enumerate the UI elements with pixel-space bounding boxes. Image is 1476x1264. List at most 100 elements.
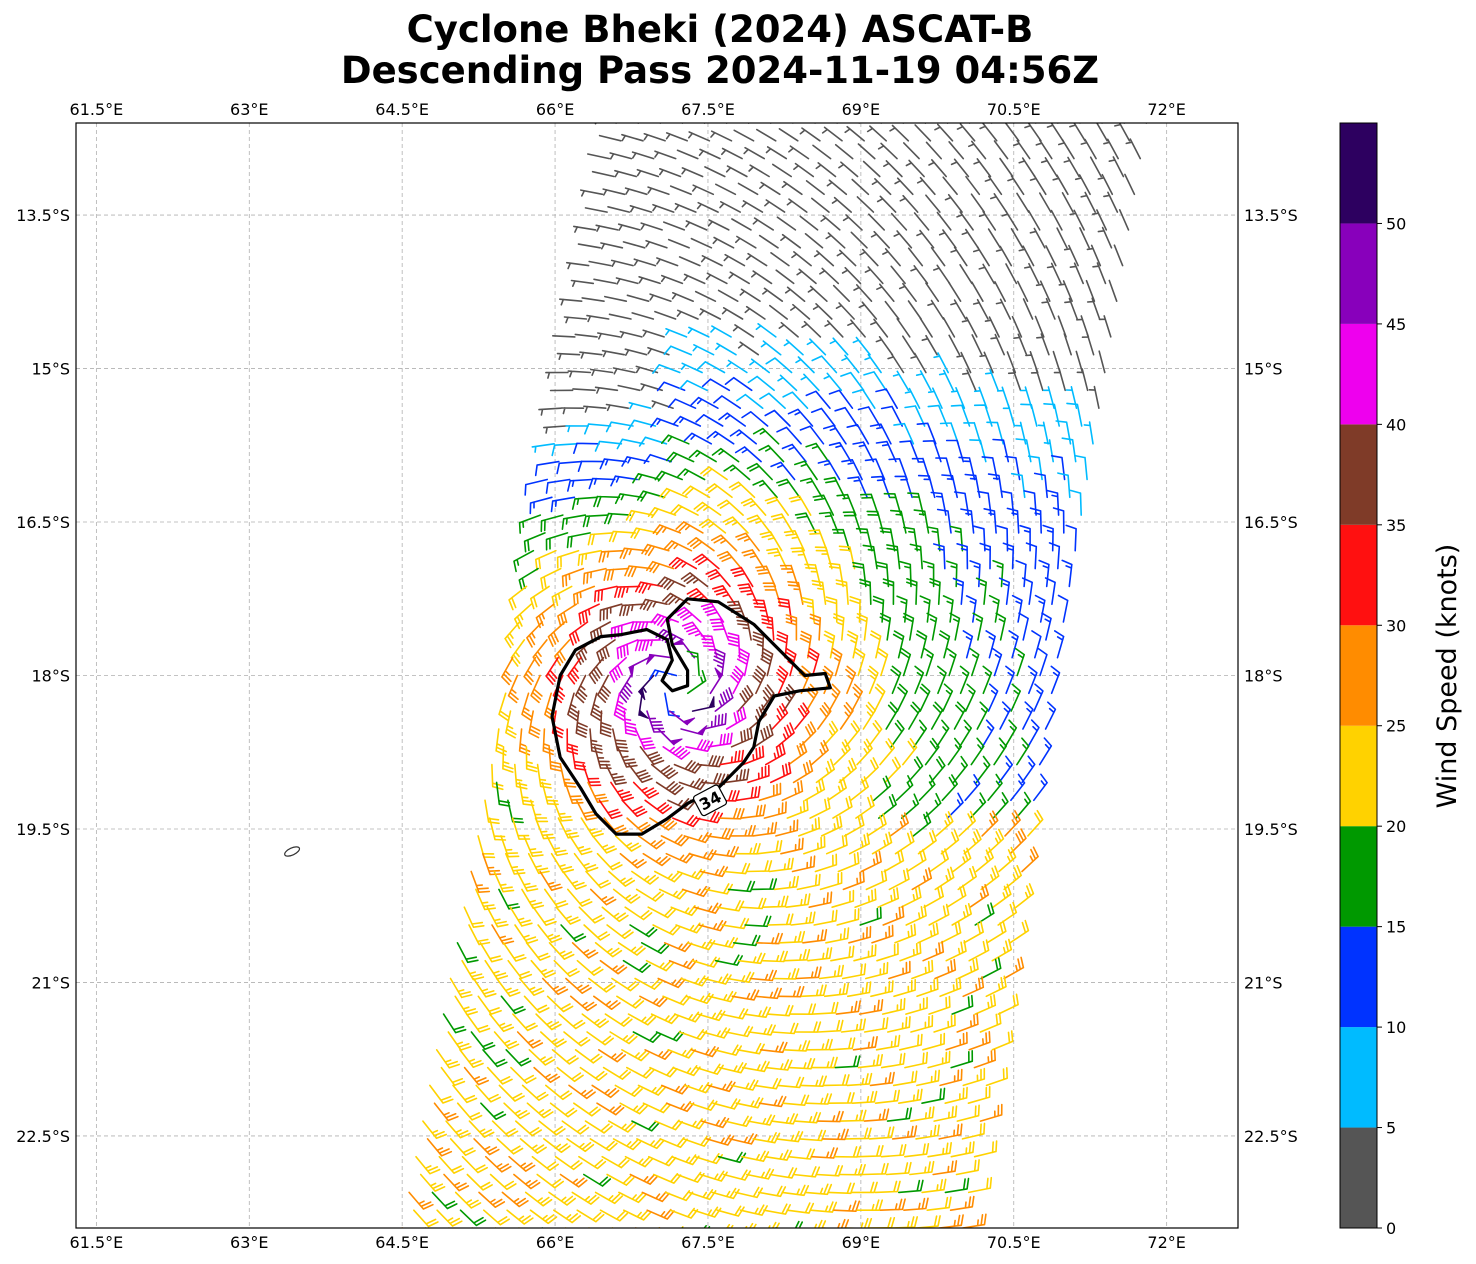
wind-barb — [853, 284, 873, 302]
wind-barb — [652, 924, 681, 936]
wind-barb — [596, 852, 623, 871]
wind-barb — [945, 1031, 968, 1051]
wind-barb — [905, 904, 927, 926]
wind-barb — [513, 1173, 541, 1190]
wind-barb — [730, 566, 754, 588]
wind-barb — [459, 1049, 484, 1068]
wind-barb — [721, 307, 744, 320]
wind-barb — [925, 282, 940, 302]
wind-barb — [545, 656, 559, 685]
wind-barb — [847, 319, 866, 338]
wind-barb — [577, 243, 601, 249]
wind-barb — [610, 781, 634, 802]
wind-barb — [857, 143, 876, 160]
wind-barb — [688, 1189, 717, 1201]
wind-barb — [1030, 368, 1044, 392]
wind-barb — [763, 1203, 791, 1215]
wind-barb — [885, 1161, 912, 1176]
wind-barb — [802, 929, 828, 944]
wind-barb — [790, 911, 816, 926]
wind-barb — [888, 868, 910, 891]
wind-barb — [710, 130, 733, 142]
wind-barb — [749, 969, 777, 982]
wind-barb — [489, 1013, 515, 1033]
wind-barb — [580, 189, 604, 197]
wind-barb — [628, 656, 650, 669]
wind-barb — [1014, 647, 1025, 677]
wind-barb — [831, 889, 855, 908]
wind-barb — [699, 1170, 728, 1182]
wind-barb — [752, 217, 774, 231]
wind-barb — [552, 799, 573, 822]
wind-barb — [813, 123, 816, 124]
wind-barb — [1015, 791, 1032, 819]
wind-barb — [509, 906, 533, 927]
wind-barb — [1022, 298, 1034, 320]
wind-barb — [758, 782, 782, 802]
wind-barb — [832, 284, 850, 302]
wind-barb — [647, 906, 676, 919]
wind-barb — [917, 830, 937, 855]
wind-barb — [871, 178, 892, 196]
wind-barb — [823, 372, 843, 392]
wind-barb — [994, 281, 1006, 302]
wind-barb — [794, 702, 810, 730]
wind-barb — [761, 950, 788, 963]
wind-barb — [890, 719, 905, 748]
wind-barb — [971, 334, 983, 356]
wind-barb — [926, 526, 941, 552]
wind-barb — [671, 1154, 700, 1166]
wind-barb — [542, 977, 569, 996]
wind-barb — [969, 884, 990, 908]
wind-barb — [531, 1155, 559, 1172]
wind-barb — [933, 1105, 958, 1122]
wind-barb — [435, 1049, 460, 1069]
wind-barb — [559, 763, 577, 788]
wind-barb — [736, 393, 764, 409]
wind-barb — [583, 405, 607, 413]
y-tick-label-right: 16.5°S — [1244, 513, 1298, 532]
wind-barb — [782, 391, 809, 409]
wind-barb — [803, 835, 826, 855]
wind-barb — [471, 1227, 474, 1228]
wind-barb — [538, 1120, 566, 1136]
wind-barb — [991, 1030, 1014, 1051]
wind-barb — [693, 501, 722, 516]
wind-barb — [956, 1013, 979, 1033]
wind-barb — [807, 947, 833, 962]
wind-barb — [737, 182, 759, 196]
wind-barb — [851, 1181, 878, 1194]
wind-barb — [606, 924, 634, 940]
wind-barb — [576, 1209, 605, 1223]
wind-barb — [612, 367, 636, 375]
wind-barb — [974, 902, 995, 926]
wind-barb — [874, 1180, 901, 1194]
wind-barb — [859, 248, 879, 267]
wind-barb — [588, 656, 605, 685]
wind-barb — [681, 621, 707, 641]
wind-barb — [657, 728, 675, 746]
wind-barb — [693, 902, 722, 914]
wind-barb — [502, 942, 527, 962]
wind-barb — [734, 843, 761, 855]
wind-barb — [992, 647, 1003, 677]
wind-barb — [991, 938, 1013, 962]
wind-barb — [622, 241, 646, 249]
wind-barb — [995, 612, 1007, 641]
wind-barb — [597, 674, 611, 703]
wind-barb — [575, 799, 598, 821]
wind-barb — [770, 513, 794, 534]
wind-barb — [1021, 846, 1039, 873]
wind-barb — [649, 293, 672, 302]
wind-barb — [964, 683, 976, 712]
wind-barb — [586, 1031, 614, 1046]
wind-barb — [893, 978, 916, 998]
wind-barb — [791, 123, 794, 124]
x-tick-label-bottom: 70.5°E — [987, 1233, 1041, 1252]
wind-barb — [586, 314, 610, 323]
wind-barb — [665, 132, 688, 142]
wind-barb — [868, 1126, 895, 1140]
wind-barb — [593, 995, 621, 1010]
wind-barb — [844, 720, 861, 748]
wind-barb — [498, 888, 521, 910]
